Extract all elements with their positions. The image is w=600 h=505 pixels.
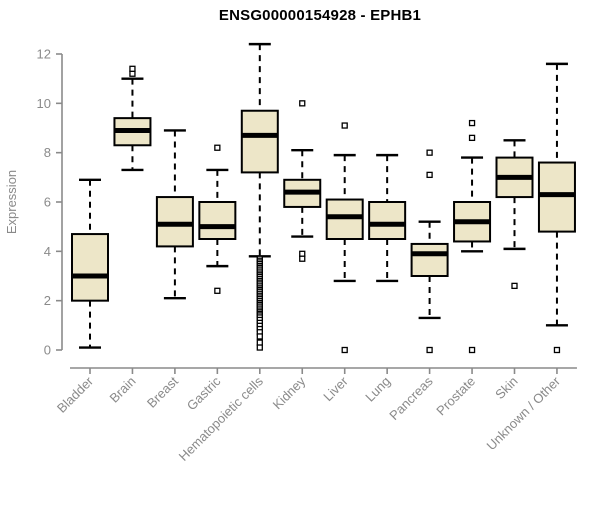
x-tick-label-hematopoietic-cells: Hematopoietic cells <box>176 373 267 464</box>
y-tick-label: 0 <box>44 343 51 358</box>
outliers-unknown-other <box>553 346 561 354</box>
outliers-gastric <box>214 144 221 294</box>
outlier-point <box>468 134 476 142</box>
outlier-point <box>129 70 136 77</box>
box-lung <box>368 153 407 283</box>
y-tick-label: 6 <box>44 195 51 210</box>
outliers-brain <box>129 65 136 77</box>
y-tick-label: 2 <box>44 293 51 308</box>
x-tick-label-breast: Breast <box>144 373 181 410</box>
x-tick-label-bladder: Bladder <box>54 373 97 416</box>
box-hematopoietic-cells <box>240 42 279 351</box>
x-tick-label-gastric: Gastric <box>184 373 224 413</box>
box-kidney <box>283 100 322 262</box>
outlier-point <box>299 100 306 107</box>
y-axis: 0 2 4 6 8 10 12 Expression <box>4 47 63 358</box>
box-bladder <box>71 178 109 349</box>
outliers-liver <box>341 122 348 354</box>
y-tick-label: 4 <box>44 244 51 259</box>
box-liver <box>325 122 364 354</box>
outlier-point <box>341 122 348 129</box>
x-tick-label-brain: Brain <box>106 374 138 406</box>
outlier-point <box>214 144 221 151</box>
box-gastric <box>198 144 237 294</box>
y-tick-label: 10 <box>37 96 51 111</box>
outliers-prostate <box>468 119 476 354</box>
x-tick-label-prostate: Prostate <box>433 374 478 419</box>
outlier-point <box>426 346 433 354</box>
outliers-kidney <box>299 100 306 262</box>
box-pancreas <box>410 149 449 354</box>
outlier-point <box>553 346 561 354</box>
outlier-point <box>256 344 263 351</box>
outliers-pancreas <box>426 149 433 354</box>
outlier-point <box>299 255 306 262</box>
box-breast <box>155 129 194 300</box>
box-skin <box>495 139 534 290</box>
outlier-point <box>511 282 518 290</box>
outlier-point <box>341 346 348 354</box>
outlier-point <box>426 171 433 179</box>
box-unknown-other <box>537 62 576 354</box>
x-tick-label-skin: Skin <box>492 374 520 402</box>
outliers-skin <box>511 282 518 290</box>
x-tick-label-liver: Liver <box>320 373 351 404</box>
outlier-point <box>299 250 306 257</box>
outlier-point <box>468 346 476 354</box>
y-tick-label: 12 <box>37 47 51 62</box>
box-brain <box>113 65 152 172</box>
x-tick-label-pancreas: Pancreas <box>386 373 436 423</box>
outliers-hematopoietic-cells <box>256 255 263 351</box>
y-axis-title: Expression <box>4 170 19 234</box>
outlier-point <box>129 65 136 72</box>
outlier-point <box>214 287 221 294</box>
x-tick-label-kidney: Kidney <box>270 373 309 412</box>
outlier-point <box>256 333 263 340</box>
box-prostate <box>453 119 492 354</box>
x-tick-label-lung: Lung <box>362 374 393 405</box>
chart-title: ENSG00000154928 - EPHB1 <box>218 7 422 24</box>
outlier-point <box>468 119 476 127</box>
outlier-point <box>426 149 433 156</box>
y-tick-label: 8 <box>44 145 51 160</box>
x-tick-label-unknown-other: Unknown / Other <box>483 373 563 453</box>
outlier-point <box>256 339 263 346</box>
